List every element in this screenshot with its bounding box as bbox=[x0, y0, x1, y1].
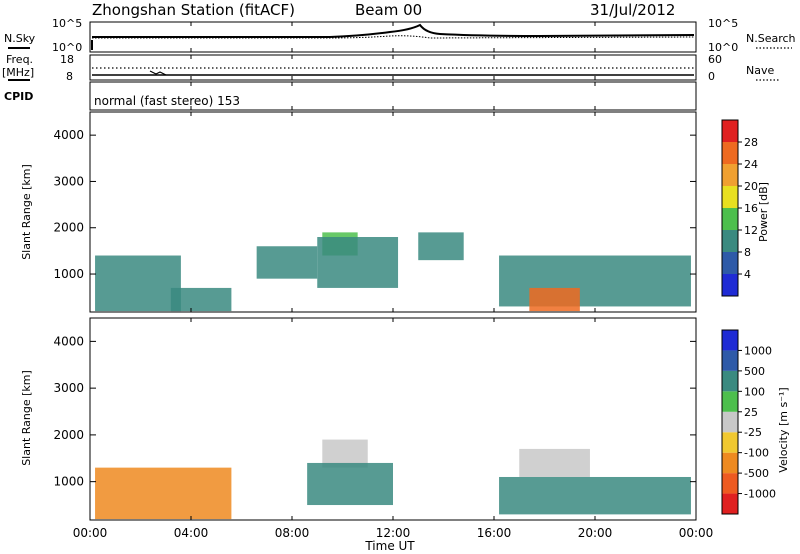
velocity-region-1 bbox=[322, 439, 368, 468]
xtick-label-4: 16:00 bbox=[477, 526, 512, 540]
date-label: 31/Jul/2012 bbox=[590, 1, 675, 19]
velocity-ytick-label-1: 2000 bbox=[53, 428, 84, 442]
freq-left-tick-bottom: 8 bbox=[66, 70, 73, 83]
x-axis-ticks: 00:00 04:00 08:00 12:00 16:00 20:00 00:00 bbox=[73, 22, 714, 540]
velocity-region-0 bbox=[95, 467, 232, 520]
power-colorbar-tick-label-6: 28 bbox=[744, 136, 758, 149]
power-ytick-label-3: 4000 bbox=[53, 128, 84, 142]
power-ytick-label-2: 3000 bbox=[53, 174, 84, 188]
velocity-colorbar-tick-label-4: 25 bbox=[744, 406, 758, 419]
xtick-label-1: 04:00 bbox=[174, 526, 209, 540]
velocity-colorbar-swatch-0 bbox=[722, 493, 738, 514]
nsearch-trace bbox=[92, 35, 695, 39]
xtick-label-0: 00:00 bbox=[73, 526, 108, 540]
power-region-4 bbox=[317, 237, 399, 288]
power-region-7 bbox=[529, 287, 580, 312]
velocity-colorbar-title: Velocity [m s⁻¹] bbox=[777, 387, 790, 472]
power-region-6 bbox=[499, 255, 691, 307]
power-colorbar: 4 8 12 16 20 24 28 bbox=[721, 119, 758, 297]
power-y-label: Slant Range [km] bbox=[20, 164, 33, 260]
velocity-colorbar-tick-label-1: -500 bbox=[744, 467, 769, 480]
xtick-label-2: 08:00 bbox=[275, 526, 310, 540]
velocity-region-3 bbox=[499, 476, 691, 515]
power-colorbar-swatch-4 bbox=[722, 186, 738, 208]
freq-trace-disturbance bbox=[149, 70, 167, 76]
power-ytick-label-1: 2000 bbox=[53, 221, 84, 235]
velocity-colorbar-tick-label-2: -100 bbox=[744, 447, 769, 460]
power-region-1 bbox=[170, 287, 232, 312]
power-colorbar-tick-label-5: 24 bbox=[744, 158, 758, 171]
power-region-2 bbox=[256, 246, 318, 279]
noise-left-tick-top: 10^5 bbox=[52, 17, 82, 30]
velocity-colorbar-tick-label-6: 500 bbox=[744, 365, 765, 378]
station-title: Zhongshan Station (fitACF) bbox=[92, 1, 295, 19]
velocity-ytick-label-2: 3000 bbox=[53, 381, 84, 395]
velocity-y-label: Slant Range [km] bbox=[20, 370, 33, 466]
power-region-5 bbox=[418, 232, 464, 261]
freq-unit-label: [MHz] bbox=[2, 66, 34, 79]
power-colorbar-tick-label-1: 8 bbox=[744, 246, 751, 259]
power-colorbar-swatch-3 bbox=[722, 208, 738, 230]
power-colorbar-swatch-7 bbox=[722, 120, 738, 142]
power-region-0 bbox=[95, 255, 181, 312]
velocity-y-ticks: 1000 2000 3000 4000 bbox=[53, 334, 696, 489]
power-colorbar-swatch-0 bbox=[722, 274, 738, 296]
beam-label: Beam 00 bbox=[355, 1, 422, 19]
cpid-label: CPID bbox=[4, 90, 33, 103]
power-y-ticks: 1000 2000 3000 4000 bbox=[53, 128, 696, 281]
velocity-region-4 bbox=[519, 448, 590, 477]
power-colorbar-swatch-6 bbox=[722, 142, 738, 164]
freq-right-tick-top: 60 bbox=[708, 53, 722, 66]
velocity-colorbar-swatch-8 bbox=[722, 330, 738, 351]
nsky-label: N.Sky bbox=[4, 32, 36, 45]
noise-left-tick-bottom: 10^0 bbox=[52, 41, 82, 54]
power-colorbar-tick-label-3: 16 bbox=[744, 202, 758, 215]
nave-label: Nave bbox=[746, 64, 774, 77]
velocity-colorbar-tick-label-3: -25 bbox=[744, 426, 762, 439]
xtick-label-5: 20:00 bbox=[578, 526, 613, 540]
noise-right-tick-top: 10^5 bbox=[708, 17, 738, 30]
xtick-label-3: 12:00 bbox=[376, 526, 411, 540]
velocity-colorbar-swatch-7 bbox=[722, 350, 738, 371]
velocity-colorbar-swatch-1 bbox=[722, 473, 738, 494]
power-colorbar-tick-label-2: 12 bbox=[744, 224, 758, 237]
velocity-colorbar-tick-label-7: 1000 bbox=[744, 344, 772, 357]
nsky-trace bbox=[91, 23, 695, 50]
power-colorbar-swatch-5 bbox=[722, 164, 738, 186]
velocity-colorbar-tick-label-5: 100 bbox=[744, 385, 765, 398]
power-colorbar-swatch-2 bbox=[722, 230, 738, 252]
velocity-colorbar-swatch-6 bbox=[722, 370, 738, 392]
velocity-colorbar-tick-label-0: -1000 bbox=[744, 488, 776, 501]
noise-right-tick-bottom: 10^0 bbox=[708, 41, 738, 54]
velocity-ytick-label-3: 4000 bbox=[53, 334, 84, 348]
x-axis-label: Time UT bbox=[364, 539, 415, 553]
power-colorbar-swatch-1 bbox=[722, 252, 738, 274]
velocity-colorbar-frame bbox=[721, 329, 739, 515]
power-colorbar-tick-label-4: 20 bbox=[744, 180, 758, 193]
power-colorbar-title: Power [dB] bbox=[757, 182, 770, 242]
freq-left-tick-top: 18 bbox=[60, 53, 74, 66]
freq-right-tick-bottom: 0 bbox=[708, 70, 715, 83]
velocity-colorbar: -1000 -500 -100 -25 25 100 500 1000 bbox=[721, 329, 776, 515]
power-ytick-label-0: 1000 bbox=[53, 267, 84, 281]
velocity-region-2 bbox=[307, 462, 393, 506]
velocity-colorbar-swatch-2 bbox=[722, 452, 738, 474]
velocity-colorbar-swatch-4 bbox=[722, 411, 738, 433]
freq-label: Freq. bbox=[6, 53, 33, 66]
velocity-heatmap bbox=[95, 439, 691, 520]
velocity-colorbar-swatch-3 bbox=[722, 432, 738, 453]
cpid-text: normal (fast stereo) 153 bbox=[94, 94, 240, 108]
power-heatmap bbox=[95, 232, 691, 312]
power-colorbar-tick-label-0: 4 bbox=[744, 268, 751, 281]
nsearch-label: N.Search bbox=[746, 32, 796, 45]
xtick-label-6: 00:00 bbox=[679, 526, 714, 540]
velocity-ytick-label-0: 1000 bbox=[53, 475, 84, 489]
velocity-colorbar-swatch-5 bbox=[722, 391, 738, 412]
